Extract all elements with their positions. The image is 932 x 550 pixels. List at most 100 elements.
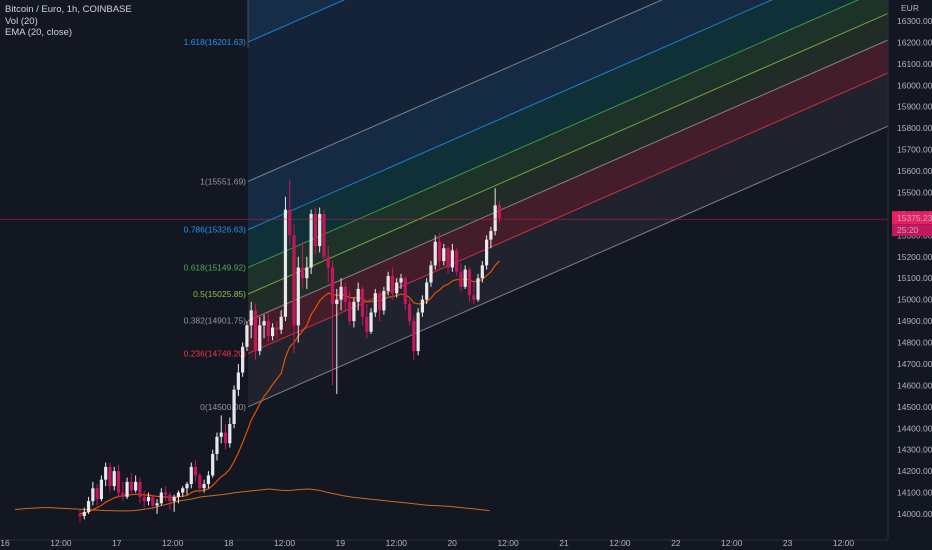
candle-body (283, 209, 288, 317)
candle-body (352, 301, 356, 322)
time-tick-label: 12:00 (721, 538, 743, 548)
fib-level-line (247, 0, 663, 182)
price-tick-label: 14800.00 (897, 338, 932, 348)
candle-body (228, 423, 232, 444)
countdown-value: 25:20 (897, 225, 919, 235)
candle-body (181, 488, 185, 493)
fib-level-label: 0.5(15025.85) (193, 289, 246, 299)
time-tick-label: 22 (671, 538, 681, 548)
fib-level-line (247, 0, 773, 231)
candle-body (271, 327, 275, 337)
countdown-badge (892, 224, 932, 237)
candle-body (138, 481, 142, 497)
time-tick-label: 12:00 (162, 538, 184, 548)
time-tick-label: 17 (112, 538, 122, 548)
ema-indicator-label[interactable]: EMA (20, close) (5, 27, 73, 38)
candle-body (433, 241, 437, 266)
ema-series (79, 260, 500, 515)
candle-body (82, 511, 86, 517)
candle-body (300, 267, 305, 279)
candle-body (463, 269, 467, 287)
fib-level-label: 0(14500.00) (200, 402, 246, 412)
price-axis[interactable]: EUR 16300.00 16200.00 16100.00 16000.00 15900… (887, 0, 932, 550)
candle-body (399, 278, 403, 283)
candle-body (245, 325, 249, 347)
candle-body (467, 269, 472, 296)
candle-body (99, 479, 103, 499)
last-price-badge (892, 211, 932, 225)
time-tick-label: 19 (336, 538, 346, 548)
price-tick-label: 16000.00 (897, 80, 932, 90)
candle-body (176, 492, 181, 497)
candle-body (189, 466, 193, 484)
fib-level-line (247, 125, 889, 408)
candle-body (425, 282, 429, 300)
candle-body (172, 496, 176, 502)
candle-body (241, 346, 245, 373)
candle-body (296, 267, 300, 326)
price-tick-label: 15100.00 (897, 273, 932, 283)
candle-body (266, 321, 270, 337)
candle-body (335, 299, 339, 304)
candle-body (185, 483, 189, 489)
price-tick-label: 14700.00 (897, 359, 932, 369)
candle-body (309, 213, 313, 268)
ema-line (79, 260, 500, 515)
price-tick-label: 14400.00 (897, 423, 932, 433)
candle-body (318, 213, 322, 247)
candle-body (86, 501, 91, 512)
candle-body (151, 496, 155, 506)
fib-level-label: 0.786(15326.63) (184, 225, 247, 235)
candle-body (446, 248, 450, 268)
candle-body (326, 256, 330, 268)
candle-body (215, 436, 219, 454)
candle-body (129, 481, 133, 491)
candle-body (412, 321, 416, 352)
chart-legend: Bitcoin / Euro, 1h, COINBASE Vol (20) EM… (5, 4, 132, 39)
candle-body (378, 293, 382, 311)
candle-body (219, 432, 223, 437)
candle-body (134, 481, 138, 491)
candle-body (288, 209, 292, 236)
price-tick-label: 14200.00 (897, 466, 932, 476)
time-axis[interactable]: 16 12:00 17 12:00 18 12:00 19 12:00 20 12:00 21 12:… (0, 538, 888, 550)
time-tick-label: 21 (559, 538, 569, 548)
fib-level-label: 0.618(15149.92) (184, 263, 247, 273)
candle-body (472, 295, 476, 300)
candle-body (437, 241, 442, 262)
price-tick-label: 15000.00 (897, 295, 932, 305)
volume-indicator-label[interactable]: Vol (20) (5, 15, 38, 27)
candle-body (164, 492, 168, 495)
price-tick-label: 14100.00 (897, 488, 932, 498)
candle-body (232, 389, 236, 424)
candle-body (365, 316, 369, 332)
candle-body (497, 205, 502, 219)
candle-body (91, 488, 95, 502)
candle-body (262, 321, 266, 326)
candle-body (78, 514, 82, 517)
time-tick-label: 20 (447, 538, 457, 548)
candle-body (382, 291, 386, 311)
candle-body (420, 299, 424, 313)
candle-body (95, 488, 99, 499)
candle-body (155, 503, 159, 506)
price-tick-label: 15700.00 (897, 145, 932, 155)
candle-body (236, 372, 240, 390)
symbol-title[interactable]: Bitcoin / Euro, 1h, COINBASE (5, 4, 132, 15)
time-tick-label: 12:00 (609, 538, 631, 548)
time-tick-label: 12:00 (497, 538, 519, 548)
candle-body (395, 282, 399, 294)
candle-body (459, 271, 463, 287)
candle-body (279, 316, 283, 330)
candle-body (476, 278, 480, 300)
price-tick-label: 16100.00 (897, 59, 932, 69)
candle-body (356, 288, 360, 302)
candle-body (450, 250, 454, 268)
candle-body (485, 239, 489, 266)
price-tick-label: 14000.00 (897, 509, 932, 519)
currency-label: EUR (901, 3, 919, 13)
candle-body (211, 453, 215, 476)
fib-level-label: 0.236(14748.20) (184, 349, 247, 359)
candle-body (416, 312, 420, 352)
